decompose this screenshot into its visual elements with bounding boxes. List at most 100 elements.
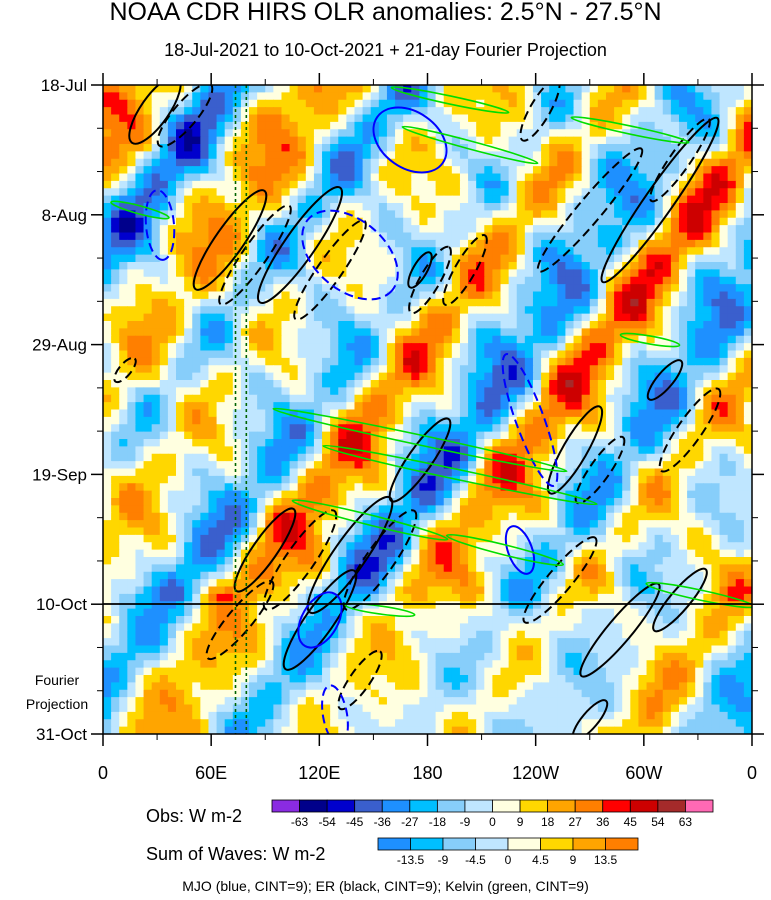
heat-cell [484,313,493,322]
heat-cell [541,239,550,248]
heat-cell [678,195,688,204]
heat-cell [151,188,161,197]
heat-cell [589,416,599,425]
heat-cell [265,542,274,551]
heat-cell [354,335,364,344]
heat-cell [216,475,226,484]
heat-cell [532,446,542,455]
heat-cell [281,387,291,396]
heat-cell [289,129,299,138]
heat-cell [297,188,307,197]
heat-cell [459,306,469,315]
heat-cell [654,512,664,521]
heat-cell [435,520,445,529]
heat-cell [427,328,437,337]
heat-cell [638,136,648,145]
heat-cell [273,298,283,307]
heat-cell [492,232,502,241]
heat-cell [427,490,437,499]
heat-cell [614,247,623,256]
heat-cell [313,498,323,506]
heat-cell [386,232,396,241]
heat-cell [257,107,266,116]
heat-cell [743,365,752,374]
heat-cell [200,254,210,263]
heat-cell [719,291,729,300]
heat-cell [622,483,631,492]
chart-subtitle: 18-Jul-2021 to 10-Oct-2021 + 21-day Four… [164,40,607,60]
heat-cell [240,232,250,241]
heat-cell [484,409,493,418]
heat-cell [192,210,201,219]
heat-cell [411,520,420,529]
heat-cell [313,343,323,352]
heat-cell [541,291,550,300]
heat-cell [573,284,583,293]
heat-cell [565,402,575,411]
heat-cell [727,321,737,329]
heat-cell [322,306,331,315]
heat-cell [151,247,161,256]
heat-cell [346,409,356,418]
heat-cell [468,210,477,219]
heat-cell [176,254,185,263]
heat-cell [646,151,656,160]
heat-cell [265,350,274,359]
heat-cell [508,505,518,514]
heat-cell [597,188,607,197]
heat-cell [289,402,299,411]
heat-cell [557,313,567,322]
heat-cell [719,387,729,396]
heat-cell [492,372,502,381]
heat-cell [646,269,656,278]
heat-cell [427,217,437,226]
heat-cell [711,217,721,226]
heat-cell [435,254,445,263]
heat-cell [330,306,339,315]
heat-cell [103,512,112,521]
heat-cell [224,188,234,197]
heat-cell [565,180,575,189]
heat-cell [330,542,339,551]
heat-cell [176,306,185,315]
heat-cell [484,225,493,234]
heat-cell [662,387,672,396]
heat-cell [411,136,420,145]
heat-cell [500,180,510,189]
heat-cell [346,158,356,167]
heat-cell [289,144,299,152]
heat-cell [281,269,291,278]
heat-cell [257,350,266,359]
heat-cell [670,439,680,447]
heat-cell [622,409,631,418]
heat-cell [451,328,461,337]
heat-cell [330,483,339,492]
heat-cell [678,85,688,93]
heat-cell [127,416,137,425]
heat-cell [670,505,680,514]
heat-cell [151,343,161,352]
heat-cell [687,262,696,270]
heat-cell [411,217,420,226]
heat-cell [103,136,112,145]
heat-cell [322,284,331,293]
heat-cell [549,298,558,307]
heat-cell [638,328,648,337]
heat-cell [192,225,201,234]
heat-cell [135,85,145,93]
heat-cell [395,468,404,477]
heat-cell [249,505,258,514]
heat-cell [297,534,307,543]
heat-cell [541,380,550,388]
heat-cell [492,239,502,248]
heat-cell [541,232,550,241]
heat-cell [500,284,510,293]
heat-cell [532,144,542,152]
heat-cell [557,85,567,93]
heat-cell [386,416,396,425]
heat-cell [362,321,372,329]
heat-cell [192,461,201,470]
heat-cell [281,298,291,307]
heat-cell [727,247,737,256]
heat-cell [532,284,542,293]
